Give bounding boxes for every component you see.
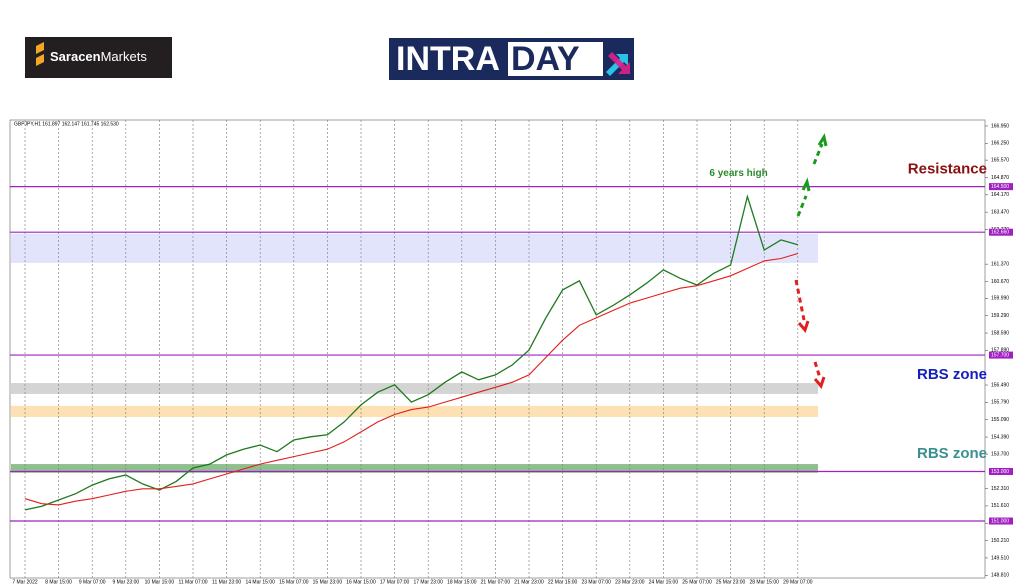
x-tick-label: 22 Mar 15:00	[548, 579, 578, 585]
plot-frame	[9, 119, 986, 579]
level-tag	[989, 228, 1013, 236]
y-tick-label: 152.310	[991, 486, 1009, 492]
level-tag	[989, 351, 1013, 359]
arrow-head	[813, 376, 826, 389]
moving-average	[24, 252, 798, 506]
level-tag	[989, 467, 1013, 475]
level-label: 153.000	[991, 469, 1009, 475]
banner-part1: INTRA	[396, 40, 500, 78]
y-tick-label: 157.890	[991, 348, 1009, 354]
annotation: RBS zone	[917, 445, 987, 462]
arrows	[794, 133, 828, 389]
x-tick-label: 21 Mar 07:00	[481, 579, 511, 585]
x-tick-label: 14 Mar 15:00	[245, 579, 275, 585]
x-tick-label: 18 Mar 15:00	[447, 579, 477, 585]
y-tick-label: 156.490	[991, 382, 1009, 388]
x-tick-label: 23 Mar 07:00	[581, 579, 611, 585]
y-tick-label: 166.250	[991, 141, 1009, 147]
y-tick-label: 158.590	[991, 330, 1009, 336]
level-tag	[989, 183, 1013, 191]
zone	[11, 405, 818, 417]
arrow-head	[797, 320, 810, 333]
x-tick-label: 9 Mar 07:00	[79, 579, 106, 585]
y-tick-label: 165.570	[991, 157, 1009, 163]
arrow-up	[796, 195, 808, 217]
x-tick-label: 8 Mar 15:00	[45, 579, 72, 585]
y-tick-label: 151.610	[991, 503, 1009, 509]
level-label: 157.700	[991, 352, 1009, 358]
x-tick-label: 15 Mar 23:00	[313, 579, 343, 585]
y-tick-label: 155.090	[991, 417, 1009, 423]
y-tick-label: 160.670	[991, 279, 1009, 285]
logo-light: Markets	[101, 49, 148, 64]
x-tick-label: 7 Mar 2022	[12, 579, 38, 585]
level-tag	[989, 517, 1013, 525]
x-tick-label: 9 Mar 23:00	[112, 579, 139, 585]
y-tick-label: 149.510	[991, 555, 1009, 561]
banner-arrow-down	[608, 52, 630, 74]
logo-icon	[36, 42, 44, 66]
banner-part2: DAY	[511, 40, 580, 78]
x-tick-label: 23 Mar 23:00	[615, 579, 645, 585]
y-tick-label: 155.790	[991, 400, 1009, 406]
x-tick-label: 21 Mar 23:00	[514, 579, 544, 585]
arrow-up	[812, 143, 824, 165]
arrow-head	[801, 177, 811, 192]
zone	[11, 383, 818, 394]
plot: 7 Mar 2022 8 Mar 15:00 9 Mar 07:00 9 Mar 23…	[10, 120, 1013, 585]
x-tick-label: 10 Mar 15:00	[145, 579, 175, 585]
y-tick-label: 164.870	[991, 175, 1009, 181]
x-tick-label: 15 Mar 07:00	[279, 579, 309, 585]
x-tick-label: 17 Mar 07:00	[380, 579, 410, 585]
x-tick-label: 17 Mar 23:00	[413, 579, 443, 585]
y-tick-label: 166.950	[991, 123, 1009, 129]
y-tick-label: 154.390	[991, 434, 1009, 440]
y-tick-label: 153.700	[991, 451, 1009, 457]
y-tick-label: 159.290	[991, 313, 1009, 319]
level-label: 162.660	[991, 230, 1009, 236]
x-tick-label: 29 Mar 07:00	[783, 579, 813, 585]
logo-bold: Saracen	[50, 49, 101, 64]
zone	[11, 464, 818, 473]
x-tick-label: 11 Mar 07:00	[178, 579, 207, 585]
annotation: 6 years high	[709, 168, 767, 179]
x-tick-label: 16 Mar 15:00	[346, 579, 376, 585]
annotation: Resistance	[908, 161, 987, 178]
zone	[11, 233, 818, 263]
x-tick-label: 28 Mar 15:00	[749, 579, 779, 585]
x-tick-label: 25 Mar 07:00	[682, 579, 712, 585]
price-line	[24, 194, 798, 511]
arrow-down	[813, 361, 822, 379]
y-tick-label: 164.170	[991, 192, 1009, 198]
banner-highlight	[508, 42, 603, 76]
x-tick-label: 11 Mar 23:00	[212, 579, 241, 585]
logo-text: SaracenMarkets	[50, 49, 147, 64]
arrow-down	[794, 279, 806, 321]
arrow-head	[817, 133, 828, 147]
y-tick-label: 161.370	[991, 261, 1009, 267]
y-tick-label: 159.990	[991, 296, 1009, 302]
logo-box	[25, 37, 172, 78]
x-tick-label: 24 Mar 15:00	[649, 579, 679, 585]
level-label: 164.500	[991, 184, 1009, 190]
y-tick-label: 150.210	[991, 538, 1009, 544]
chart-header: GBPJPY,H1 161.897 162.147 161.745 162.53…	[14, 121, 119, 127]
level-label: 151.000	[991, 518, 1009, 524]
y-tick-label: 148.810	[991, 573, 1009, 579]
annotation: RBS zone	[917, 366, 987, 383]
y-tick-label: 163.470	[991, 209, 1009, 215]
x-tick-label: 25 Mar 23:00	[716, 579, 746, 585]
